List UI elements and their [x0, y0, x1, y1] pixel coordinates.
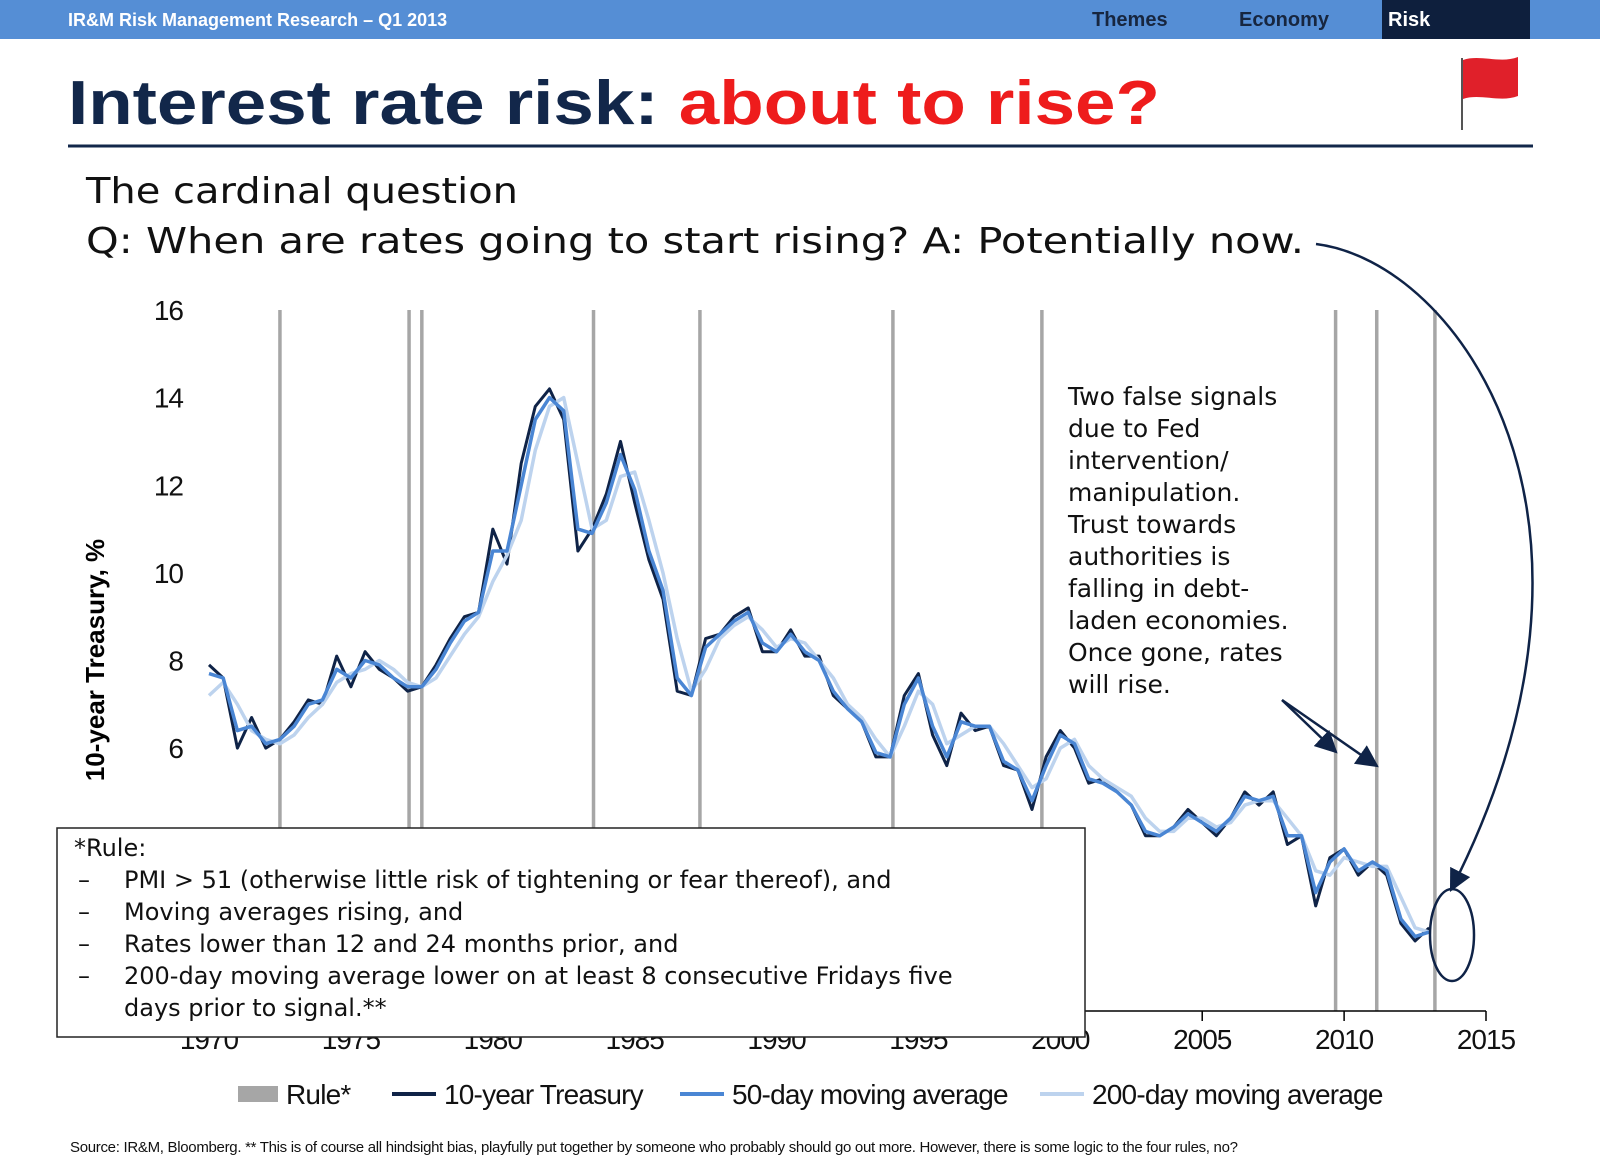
series-line: [208, 395, 1430, 939]
nav-active-bg: [1382, 0, 1530, 39]
rule-bullet: –: [78, 866, 90, 894]
title-highlight: about to rise?: [679, 69, 1160, 138]
annotation-arrow: [1281, 698, 1379, 768]
header-title: IR&M Risk Management Research – Q1 2013: [68, 10, 447, 30]
legend-label: 200-day moving average: [1092, 1079, 1383, 1110]
annotation-line: authorities is: [1068, 542, 1230, 571]
nav-item[interactable]: Economy: [1239, 9, 1330, 31]
annotation-line: Two false signals: [1067, 382, 1277, 411]
y-tick-label: 16: [154, 295, 184, 326]
legend-label: 50-day moving average: [732, 1079, 1008, 1110]
callout-arrow: [1315, 242, 1534, 893]
rule-item: Moving averages rising, and: [124, 898, 463, 926]
rule-box-text: *Rule: – PMI > 51 (otherwise little risk o…: [74, 834, 953, 1022]
subtitle: The cardinal question: [85, 171, 518, 212]
legend: Rule* 10-year Treasury 50-day moving avera…: [238, 1079, 1384, 1110]
annotation-line: laden economies.: [1068, 606, 1289, 635]
subtitle: Q: When are rates going to start rising?…: [86, 221, 1304, 262]
x-tick-label: 2005: [1173, 1024, 1232, 1055]
header-bar: [0, 0, 1600, 39]
rule-bullet: –: [78, 930, 90, 958]
rule-box-title: *Rule:: [74, 834, 146, 862]
y-tick-label: 8: [168, 646, 183, 677]
x-tick-label: 2015: [1457, 1024, 1516, 1055]
legend-swatch: [238, 1086, 278, 1102]
y-tick-label: 12: [154, 470, 184, 501]
annotation: Two false signals due to Fed intervention/…: [1067, 382, 1289, 699]
annotation-line: Once gone, rates: [1068, 638, 1283, 667]
rule-item: days prior to signal.**: [124, 994, 387, 1022]
rule-item: 200-day moving average lower on at least…: [124, 962, 953, 990]
rule-bullet: –: [78, 962, 90, 990]
slide-title: Interest rate risk: about to rise?: [68, 69, 1160, 138]
annotation-line: due to Fed: [1068, 414, 1200, 443]
source-note: Source: IR&M, Bloomberg. ** This is of c…: [70, 1139, 1238, 1156]
annotation-arrow: [1281, 699, 1338, 754]
legend-label: Rule*: [286, 1079, 351, 1110]
nav-item[interactable]: Themes: [1092, 9, 1168, 31]
highlight-ellipse: [1428, 887, 1476, 983]
title-main: Interest rate risk:: [68, 69, 679, 138]
annotation-line: intervention/: [1068, 446, 1229, 475]
annotation-line: Trust towards: [1067, 510, 1236, 539]
y-tick-label: 14: [154, 383, 184, 414]
rule-bullet: –: [78, 898, 90, 926]
rule-item: Rates lower than 12 and 24 months prior,…: [124, 930, 678, 958]
annotation-line: falling in debt-: [1068, 574, 1249, 603]
rule-box: [56, 827, 1086, 1038]
x-tick-label: 2010: [1315, 1024, 1374, 1055]
y-tick-label: 6: [168, 733, 183, 764]
legend-label: 10-year Treasury: [444, 1079, 644, 1110]
annotation-line: manipulation.: [1068, 478, 1240, 507]
y-tick-label: 10: [154, 558, 184, 589]
y-axis-label: 10-year Treasury, %: [80, 539, 110, 781]
rule-item: PMI > 51 (otherwise little risk of tight…: [124, 866, 891, 894]
flag: [1463, 57, 1518, 99]
nav-item[interactable]: Risk: [1388, 9, 1431, 31]
annotation-line: will rise.: [1068, 670, 1171, 699]
